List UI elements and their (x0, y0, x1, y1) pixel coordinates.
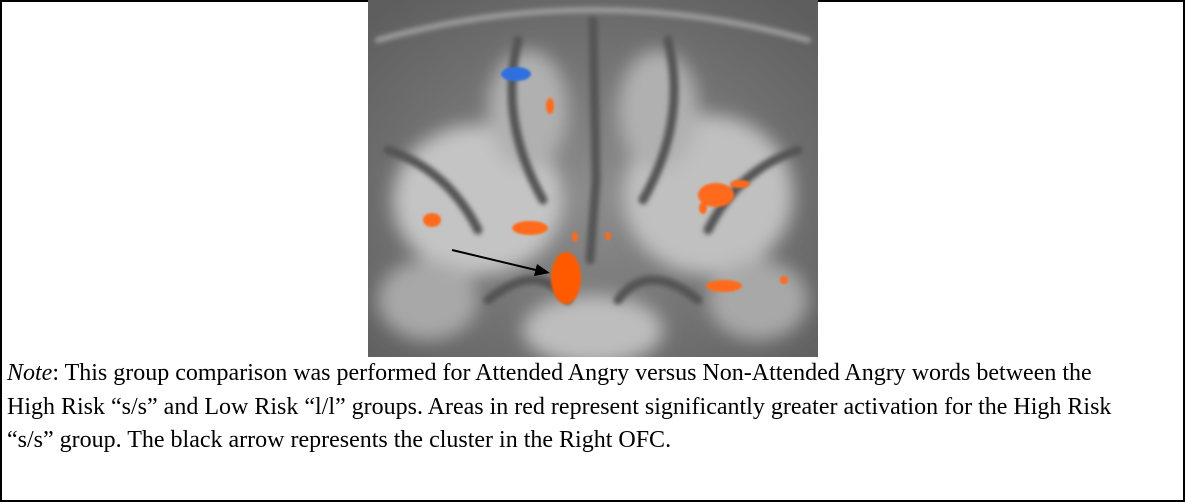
caption-text: : This group comparison was performed fo… (7, 360, 1112, 453)
pointer-arrow (451, 249, 550, 276)
activation-clusters (423, 67, 788, 304)
brain-scan-image (368, 0, 818, 357)
figure-caption: Note: This group comparison was performe… (7, 357, 1117, 458)
caption-label: Note (7, 360, 53, 386)
